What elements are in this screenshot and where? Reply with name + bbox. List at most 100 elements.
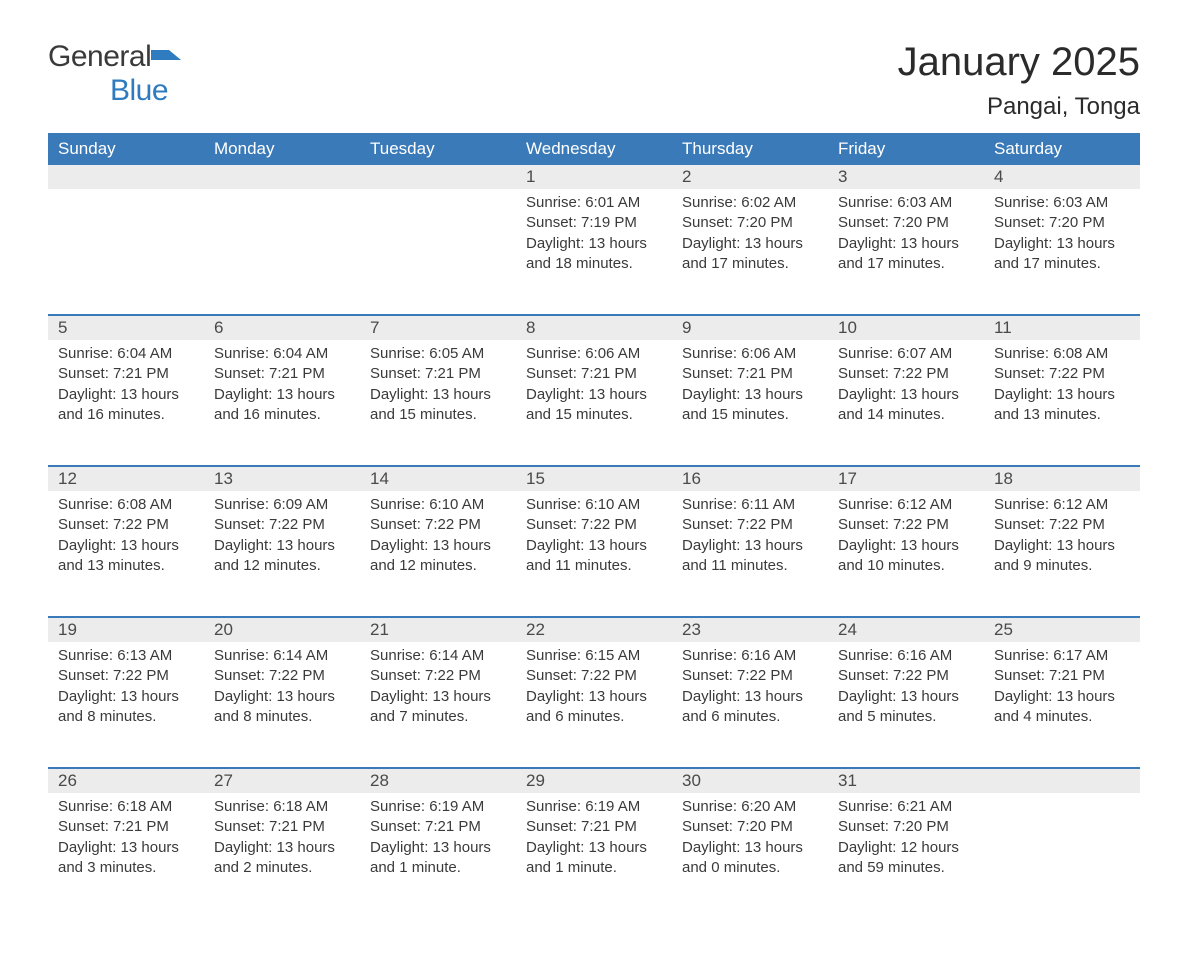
sunset-text: Sunset: 7:22 PM: [682, 515, 818, 535]
day-content-cell: Sunrise: 6:04 AMSunset: 7:21 PMDaylight:…: [204, 340, 360, 466]
sunrise-text: Sunrise: 6:01 AM: [526, 193, 662, 213]
day-content-cell: Sunrise: 6:08 AMSunset: 7:22 PMDaylight:…: [48, 491, 204, 617]
day-number-cell: 17: [828, 466, 984, 491]
sunset-text: Sunset: 7:22 PM: [214, 515, 350, 535]
day-number-cell: 9: [672, 315, 828, 340]
day-content-cell: Sunrise: 6:16 AMSunset: 7:22 PMDaylight:…: [828, 642, 984, 768]
day-content-cell: [984, 793, 1140, 919]
day-content-cell: Sunrise: 6:07 AMSunset: 7:22 PMDaylight:…: [828, 340, 984, 466]
day-header: Wednesday: [516, 133, 672, 165]
sunrise-text: Sunrise: 6:06 AM: [526, 344, 662, 364]
daylight-text: Daylight: 13 hours and 1 minute.: [526, 838, 662, 879]
daylight-text: Daylight: 13 hours and 16 minutes.: [214, 385, 350, 426]
sunset-text: Sunset: 7:22 PM: [838, 666, 974, 686]
day-header: Tuesday: [360, 133, 516, 165]
day-number-cell: 22: [516, 617, 672, 642]
day-number-cell: 2: [672, 165, 828, 189]
sunset-text: Sunset: 7:21 PM: [370, 817, 506, 837]
sunset-text: Sunset: 7:20 PM: [838, 817, 974, 837]
week-daynum-row: 19202122232425: [48, 617, 1140, 642]
sunrise-text: Sunrise: 6:18 AM: [214, 797, 350, 817]
day-number-cell: 8: [516, 315, 672, 340]
sunset-text: Sunset: 7:22 PM: [994, 515, 1130, 535]
day-number-cell: [48, 165, 204, 189]
sunset-text: Sunset: 7:21 PM: [214, 364, 350, 384]
day-number-cell: 7: [360, 315, 516, 340]
sunrise-text: Sunrise: 6:08 AM: [58, 495, 194, 515]
day-content-cell: Sunrise: 6:10 AMSunset: 7:22 PMDaylight:…: [516, 491, 672, 617]
day-number-cell: 4: [984, 165, 1140, 189]
day-content-cell: Sunrise: 6:10 AMSunset: 7:22 PMDaylight:…: [360, 491, 516, 617]
day-content-cell: Sunrise: 6:05 AMSunset: 7:21 PMDaylight:…: [360, 340, 516, 466]
daylight-text: Daylight: 13 hours and 15 minutes.: [370, 385, 506, 426]
day-number-cell: 16: [672, 466, 828, 491]
week-content-row: Sunrise: 6:18 AMSunset: 7:21 PMDaylight:…: [48, 793, 1140, 919]
sunset-text: Sunset: 7:20 PM: [682, 213, 818, 233]
day-content-cell: Sunrise: 6:06 AMSunset: 7:21 PMDaylight:…: [516, 340, 672, 466]
week-content-row: Sunrise: 6:04 AMSunset: 7:21 PMDaylight:…: [48, 340, 1140, 466]
sunrise-text: Sunrise: 6:14 AM: [370, 646, 506, 666]
daylight-text: Daylight: 13 hours and 11 minutes.: [526, 536, 662, 577]
location-label: Pangai, Tonga: [898, 93, 1140, 121]
week-daynum-row: 567891011: [48, 315, 1140, 340]
daylight-text: Daylight: 13 hours and 17 minutes.: [838, 234, 974, 275]
day-content-cell: [204, 189, 360, 315]
day-content-cell: Sunrise: 6:06 AMSunset: 7:21 PMDaylight:…: [672, 340, 828, 466]
sunset-text: Sunset: 7:22 PM: [58, 515, 194, 535]
week-content-row: Sunrise: 6:01 AMSunset: 7:19 PM Daylight:…: [48, 189, 1140, 315]
day-number-cell: 18: [984, 466, 1140, 491]
sunset-text: Sunset: 7:21 PM: [994, 666, 1130, 686]
daylight-text: Daylight: 13 hours and 0 minutes.: [682, 838, 818, 879]
daylight-text: Daylight: 13 hours and 1 minute.: [370, 838, 506, 879]
sunset-text: Sunset: 7:22 PM: [682, 666, 818, 686]
sunset-text: Sunset: 7:22 PM: [370, 515, 506, 535]
daylight-text: Daylight: 13 hours and 15 minutes.: [682, 385, 818, 426]
logo-text-general: General: [48, 40, 151, 73]
logo-text-blue: Blue: [110, 74, 168, 107]
sunset-text: Sunset: 7:22 PM: [838, 515, 974, 535]
brand-logo: General Blue: [48, 40, 181, 108]
day-number-cell: 15: [516, 466, 672, 491]
sunrise-text: Sunrise: 6:15 AM: [526, 646, 662, 666]
daylight-text: Daylight: 13 hours and 15 minutes.: [526, 385, 662, 426]
day-number-cell: 6: [204, 315, 360, 340]
sunrise-text: Sunrise: 6:09 AM: [214, 495, 350, 515]
daylight-text: Daylight: 12 hours and 59 minutes.: [838, 838, 974, 879]
sunset-text: Sunset: 7:22 PM: [994, 364, 1130, 384]
day-header: Saturday: [984, 133, 1140, 165]
day-number-cell: 13: [204, 466, 360, 491]
daylight-text: Daylight: 13 hours and 7 minutes.: [370, 687, 506, 728]
sunset-text: Sunset: 7:20 PM: [682, 817, 818, 837]
day-content-cell: [48, 189, 204, 315]
sunset-text: Sunset: 7:21 PM: [526, 817, 662, 837]
sunset-text: Sunset: 7:21 PM: [214, 817, 350, 837]
daylight-text: Daylight: 13 hours and 10 minutes.: [838, 536, 974, 577]
sunrise-text: Sunrise: 6:18 AM: [58, 797, 194, 817]
day-number-cell: 30: [672, 768, 828, 793]
day-number-cell: 19: [48, 617, 204, 642]
day-content-cell: Sunrise: 6:20 AMSunset: 7:20 PMDaylight:…: [672, 793, 828, 919]
flag-icon: [151, 42, 181, 66]
page-header: General Blue January 2025 Pangai, Tonga: [48, 40, 1140, 121]
day-number-cell: 27: [204, 768, 360, 793]
day-content-cell: Sunrise: 6:18 AMSunset: 7:21 PMDaylight:…: [48, 793, 204, 919]
week-daynum-row: 1234: [48, 165, 1140, 189]
sunset-text: Sunset: 7:20 PM: [994, 213, 1130, 233]
day-content-cell: Sunrise: 6:19 AMSunset: 7:21 PMDaylight:…: [360, 793, 516, 919]
day-number-cell: [360, 165, 516, 189]
daylight-text: Daylight: 13 hours and 16 minutes.: [58, 385, 194, 426]
sunrise-text: Sunrise: 6:12 AM: [994, 495, 1130, 515]
sunset-text: Sunset: 7:19 PM: [526, 213, 662, 233]
daylight-text: Daylight: 13 hours and 6 minutes.: [682, 687, 818, 728]
day-number-cell: 12: [48, 466, 204, 491]
day-content-cell: Sunrise: 6:14 AMSunset: 7:22 PMDaylight:…: [204, 642, 360, 768]
daylight-text: Daylight: 13 hours and 12 minutes.: [370, 536, 506, 577]
day-number-cell: 10: [828, 315, 984, 340]
day-number-cell: 31: [828, 768, 984, 793]
daylight-text: Daylight: 13 hours and 6 minutes.: [526, 687, 662, 728]
day-number-cell: 25: [984, 617, 1140, 642]
day-content-cell: Sunrise: 6:18 AMSunset: 7:21 PMDaylight:…: [204, 793, 360, 919]
day-content-cell: Sunrise: 6:19 AMSunset: 7:21 PMDaylight:…: [516, 793, 672, 919]
sunset-text: Sunset: 7:22 PM: [370, 666, 506, 686]
day-content-cell: [360, 189, 516, 315]
